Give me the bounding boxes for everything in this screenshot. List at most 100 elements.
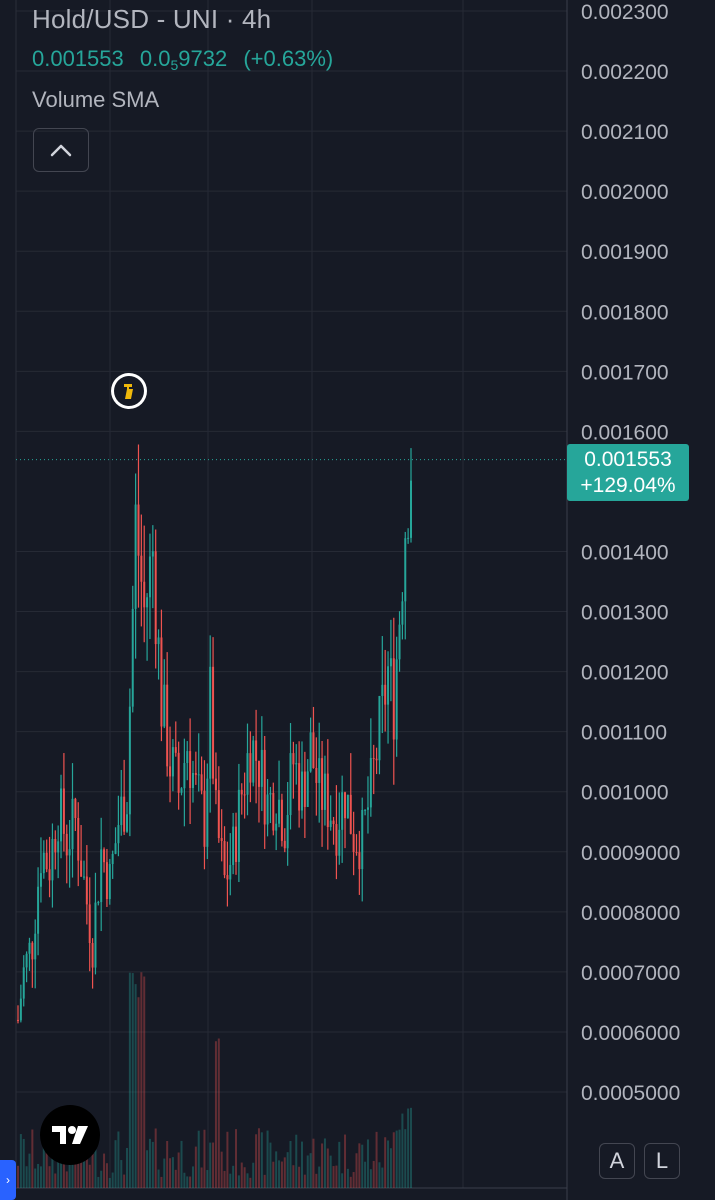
candle-body xyxy=(223,841,226,876)
candle-body xyxy=(74,798,77,819)
volume-bar xyxy=(45,1131,48,1188)
candle-body xyxy=(123,796,126,832)
volume-bar xyxy=(163,1158,166,1188)
price-change: 0.059732 xyxy=(139,46,228,73)
volume-bar xyxy=(323,1138,326,1188)
volume-bar xyxy=(312,1138,315,1188)
volume-bar xyxy=(108,1177,111,1188)
volume-bar xyxy=(220,1151,223,1188)
candle-body xyxy=(364,809,367,811)
volume-bar xyxy=(77,1141,80,1188)
candle-body xyxy=(163,684,166,727)
volume-bar xyxy=(283,1157,286,1188)
y-axis-tick-label: 0.0009000 xyxy=(581,842,680,865)
candle-body xyxy=(34,933,37,960)
y-axis-tick-label: 0.0006000 xyxy=(581,1022,680,1045)
candle-body xyxy=(131,608,134,707)
candle-body xyxy=(22,967,25,999)
volume-bar xyxy=(74,1160,77,1188)
volume-bar xyxy=(39,1166,42,1188)
candle-body xyxy=(117,825,120,844)
candle-body xyxy=(114,843,117,854)
volume-bar xyxy=(257,1128,260,1188)
volume-bar xyxy=(263,1174,266,1188)
volume-bar xyxy=(151,1141,154,1188)
candle-body xyxy=(25,953,28,968)
volume-bar xyxy=(134,984,137,1188)
candle-body xyxy=(235,826,238,862)
volume-bar xyxy=(326,1148,329,1188)
indicator-legend-volume-sma[interactable]: Volume SMA xyxy=(32,87,160,112)
candle-body xyxy=(275,823,278,831)
volume-bar xyxy=(91,1143,94,1188)
volume-bar xyxy=(235,1129,238,1188)
tradingview-logo[interactable] xyxy=(40,1105,100,1165)
log-scale-button[interactable]: L xyxy=(644,1143,680,1179)
volume-bar xyxy=(186,1176,189,1188)
auto-scale-button[interactable]: A xyxy=(599,1143,635,1179)
candle-body xyxy=(157,637,160,645)
candle-body xyxy=(60,788,63,842)
volume-bar xyxy=(346,1168,349,1188)
volume-bar xyxy=(31,1129,34,1188)
last-price-tag-price: 0.001553 xyxy=(584,448,672,471)
candle-body xyxy=(128,706,131,815)
candle-body xyxy=(45,852,48,870)
y-axis-tick-label: 0.001800 xyxy=(581,301,669,324)
candle-body xyxy=(80,860,83,877)
candle-body xyxy=(97,902,100,904)
candle-body xyxy=(344,792,347,819)
candle-body xyxy=(65,833,68,856)
volume-bar xyxy=(94,1136,97,1188)
volume-bar xyxy=(332,1166,335,1188)
candle-body xyxy=(332,820,335,825)
candle-body xyxy=(71,798,74,850)
last-price-tag-change: +129.04% xyxy=(580,474,676,497)
candle-body xyxy=(381,684,384,696)
collapse-legend-button[interactable] xyxy=(33,128,89,172)
token-event-icon xyxy=(124,384,133,399)
candle-body xyxy=(329,820,332,828)
volume-bar xyxy=(229,1173,232,1188)
candle-body xyxy=(295,763,298,765)
candle-body xyxy=(378,695,381,761)
volume-bar xyxy=(318,1166,321,1188)
candle-body xyxy=(323,773,326,810)
volume-bar xyxy=(410,1107,412,1188)
volume-bar xyxy=(214,1041,217,1188)
candle-body xyxy=(372,757,375,759)
token-event-marker[interactable] xyxy=(111,373,147,409)
candle-body xyxy=(151,551,154,557)
volume-bar xyxy=(123,1174,126,1188)
y-axis-tick-label: 0.002000 xyxy=(581,181,669,204)
candle-body xyxy=(214,778,217,791)
candle-body xyxy=(369,757,372,808)
volume-bar xyxy=(197,1130,200,1188)
y-axis-tick-label: 0.0007000 xyxy=(581,962,680,985)
volume-bar xyxy=(369,1169,372,1188)
volume-bar xyxy=(275,1151,278,1188)
symbol-title[interactable]: Hold/USD - UNI · 4h xyxy=(32,4,272,34)
volume-bar xyxy=(183,1172,186,1188)
side-panel-toggle[interactable]: › xyxy=(0,1160,16,1200)
volume-bar xyxy=(280,1161,283,1188)
volume-bar xyxy=(51,1145,54,1188)
candle-body xyxy=(298,763,301,811)
volume-bar xyxy=(60,1153,63,1188)
candle-body xyxy=(220,838,223,842)
candle-body xyxy=(137,504,140,556)
volume-bar xyxy=(366,1139,369,1188)
volume-bar xyxy=(217,1038,220,1188)
volume-bar xyxy=(289,1141,292,1188)
price-change-percent: (+0.63%) xyxy=(243,46,334,71)
volume-bar xyxy=(338,1141,341,1188)
candle-body xyxy=(186,751,189,764)
volume-bar xyxy=(361,1144,364,1188)
candle-body xyxy=(212,666,215,779)
y-axis-tick-label: 0.001000 xyxy=(581,782,669,805)
candle-body xyxy=(217,790,220,839)
candle-body xyxy=(226,875,229,880)
candle-body xyxy=(174,747,177,753)
